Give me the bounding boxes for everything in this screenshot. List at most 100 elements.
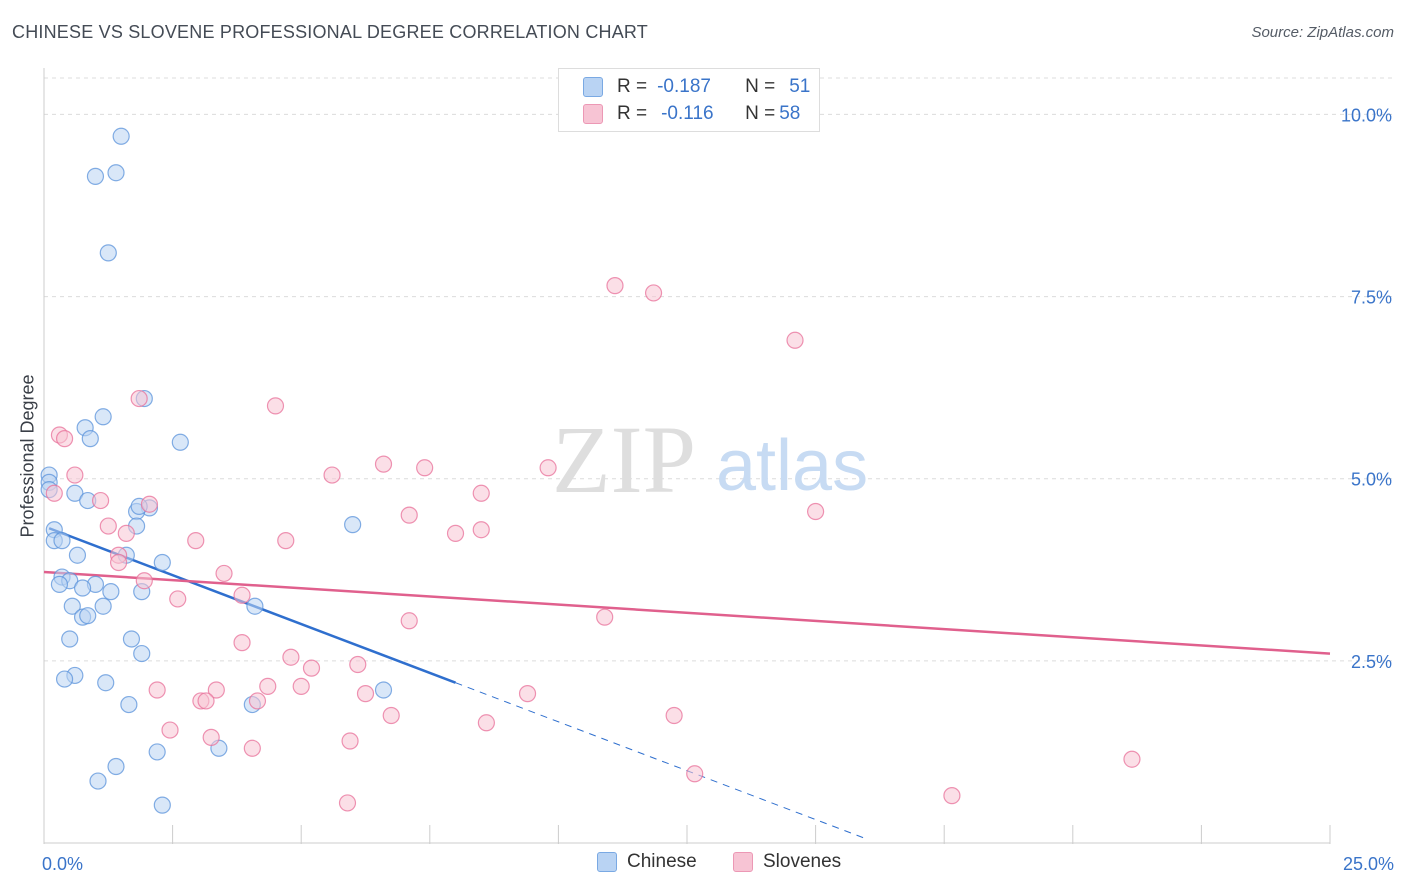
slovenes-point	[596, 608, 614, 626]
r-label: R =	[617, 103, 648, 124]
chinese-point	[81, 430, 99, 448]
slovenes-point	[539, 459, 557, 477]
legend-label-chinese: Chinese	[627, 851, 697, 872]
slovenes-point	[382, 706, 400, 725]
slovenes-point	[665, 706, 683, 725]
slovenes-point	[302, 659, 321, 677]
slovenes-point	[277, 532, 295, 550]
slovenes-point	[472, 521, 490, 539]
chinese-point	[133, 644, 151, 663]
chinese-point	[97, 674, 115, 692]
n-value: 58	[779, 103, 801, 124]
slovenes-point	[169, 590, 187, 608]
slovenes-point	[148, 681, 166, 699]
slovenes-point	[259, 677, 277, 695]
slovenes-point	[135, 572, 153, 590]
slovenes-point	[130, 389, 148, 408]
chinese-point	[79, 607, 97, 625]
chinese-point	[102, 583, 120, 601]
slovenes-point	[644, 284, 663, 302]
chart-title: CHINESE VS SLOVENE PROFESSIONAL DEGREE C…	[12, 22, 649, 42]
slovenes-point	[66, 466, 84, 484]
chinese-point	[68, 546, 87, 564]
slovenes-point	[518, 685, 537, 703]
chinese-point	[246, 597, 264, 615]
chinese-point	[66, 484, 84, 502]
chinese-point	[148, 743, 166, 761]
slovenes-trend-line	[43, 570, 1331, 655]
slovenes-point	[266, 397, 285, 415]
n-label: N =	[745, 76, 776, 97]
slovenes-point	[248, 692, 267, 710]
slovenes-point	[338, 794, 357, 812]
chinese-point	[86, 167, 105, 185]
slovenes-point	[323, 466, 341, 484]
slovenes-point	[686, 765, 704, 783]
chinese-point	[55, 670, 74, 688]
y-tick-label: 2.5%	[1351, 652, 1392, 672]
chinese-point	[94, 408, 112, 426]
chinese-swatch	[597, 852, 617, 872]
slovenes-point	[233, 634, 251, 652]
legend-item-slovenes[interactable]: Slovenes	[733, 851, 841, 873]
chinese-point	[153, 553, 171, 572]
watermark-atlas: atlas	[716, 426, 868, 506]
chinese-point	[94, 597, 112, 615]
trend-lines	[43, 527, 1331, 840]
y-tick-label: 10.0%	[1341, 105, 1392, 125]
slovenes-point	[416, 459, 434, 477]
n-label: N =	[745, 103, 776, 124]
r-value: -0.187	[657, 76, 711, 97]
chinese-point	[99, 244, 117, 262]
x-tick-label: 25.0%	[1343, 854, 1394, 874]
data-points	[40, 127, 1141, 814]
tick-labels: 2.5% 5.0% 7.5% 10.0% 0.0% 25.0%	[42, 105, 1394, 874]
slovenes-point	[472, 484, 490, 502]
chinese-point	[63, 597, 81, 615]
r-label: R =	[617, 76, 648, 97]
slovenes-point	[91, 491, 110, 510]
chinese-point	[107, 164, 125, 182]
slovenes-point	[1123, 750, 1141, 768]
slovenes-point	[606, 277, 624, 295]
slovenes-point	[356, 685, 375, 703]
slovenes-point	[243, 739, 261, 757]
y-tick-label: 7.5%	[1351, 288, 1392, 308]
source-label: Source: ZipAtlas.com	[1251, 24, 1394, 41]
slovenes-point	[45, 484, 63, 502]
gridlines	[44, 77, 1392, 662]
slovenes-point	[117, 524, 135, 542]
correlation-legend: R = -0.187 N = 51 R = -0.116 N = 58	[558, 68, 820, 132]
chinese-point	[53, 532, 71, 550]
chinese-point	[107, 757, 125, 776]
watermark-zip: ZIP	[552, 406, 696, 513]
slovenes-point	[215, 564, 233, 583]
slovenes-point	[161, 721, 179, 739]
slovenes-point	[400, 612, 418, 630]
r-value: -0.116	[661, 103, 714, 124]
chinese-point	[73, 579, 92, 597]
slovenes-point	[400, 506, 418, 524]
y-axis-label: Professional Degree	[17, 374, 38, 538]
legend-row-chinese: R = -0.187 N = 51	[583, 74, 810, 100]
n-value: 51	[789, 76, 811, 97]
slovenes-point	[207, 681, 225, 699]
chinese-point	[153, 796, 171, 814]
slovenes-point	[202, 728, 220, 746]
slovenes-point	[341, 732, 359, 750]
slovenes-point	[109, 553, 128, 572]
legend-row-slovenes: R = -0.116 N = 58	[583, 101, 800, 127]
chinese-point	[61, 630, 79, 648]
chinese-point	[112, 127, 130, 145]
slovenes-point	[786, 331, 804, 349]
slovenes-point	[477, 714, 495, 732]
slovenes-point	[292, 677, 310, 695]
slovenes-point	[99, 517, 117, 535]
slovenes-point	[374, 455, 393, 473]
legend-item-chinese[interactable]: Chinese	[597, 851, 697, 873]
slovenes-point	[55, 430, 74, 448]
slovenes-point	[282, 648, 300, 666]
slovenes-point	[140, 495, 159, 513]
chinese-swatch	[583, 77, 603, 97]
